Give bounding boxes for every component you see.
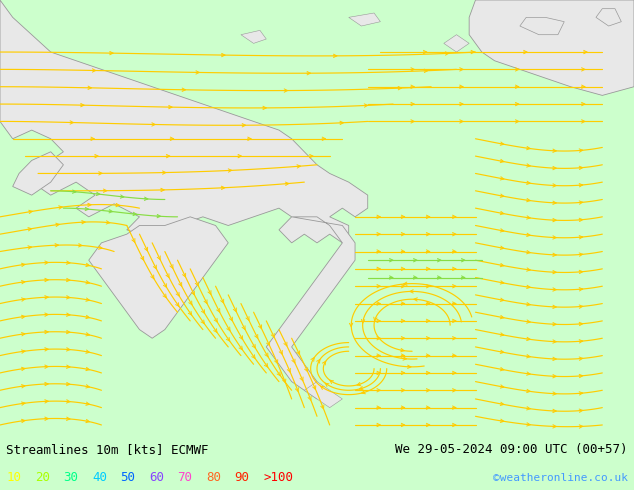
Text: >100: >100	[263, 471, 293, 484]
Text: 50: 50	[120, 471, 136, 484]
Text: Streamlines 10m [kts] ECMWF: Streamlines 10m [kts] ECMWF	[6, 443, 209, 456]
Text: 30: 30	[63, 471, 79, 484]
Polygon shape	[241, 30, 266, 44]
Polygon shape	[304, 382, 342, 408]
Text: 60: 60	[149, 471, 164, 484]
Polygon shape	[444, 35, 469, 52]
Text: 20: 20	[35, 471, 50, 484]
Polygon shape	[520, 17, 564, 35]
Text: We 29-05-2024 09:00 UTC (00+57): We 29-05-2024 09:00 UTC (00+57)	[395, 443, 628, 456]
Polygon shape	[596, 9, 621, 26]
Text: 10: 10	[6, 471, 22, 484]
Polygon shape	[266, 217, 355, 399]
Text: 90: 90	[235, 471, 250, 484]
Polygon shape	[13, 152, 63, 195]
Polygon shape	[89, 217, 228, 338]
Text: 40: 40	[92, 471, 107, 484]
Polygon shape	[349, 13, 380, 26]
Polygon shape	[0, 0, 368, 243]
Text: 80: 80	[206, 471, 221, 484]
Polygon shape	[469, 0, 634, 96]
Text: 70: 70	[178, 471, 193, 484]
Text: ©weatheronline.co.uk: ©weatheronline.co.uk	[493, 472, 628, 483]
